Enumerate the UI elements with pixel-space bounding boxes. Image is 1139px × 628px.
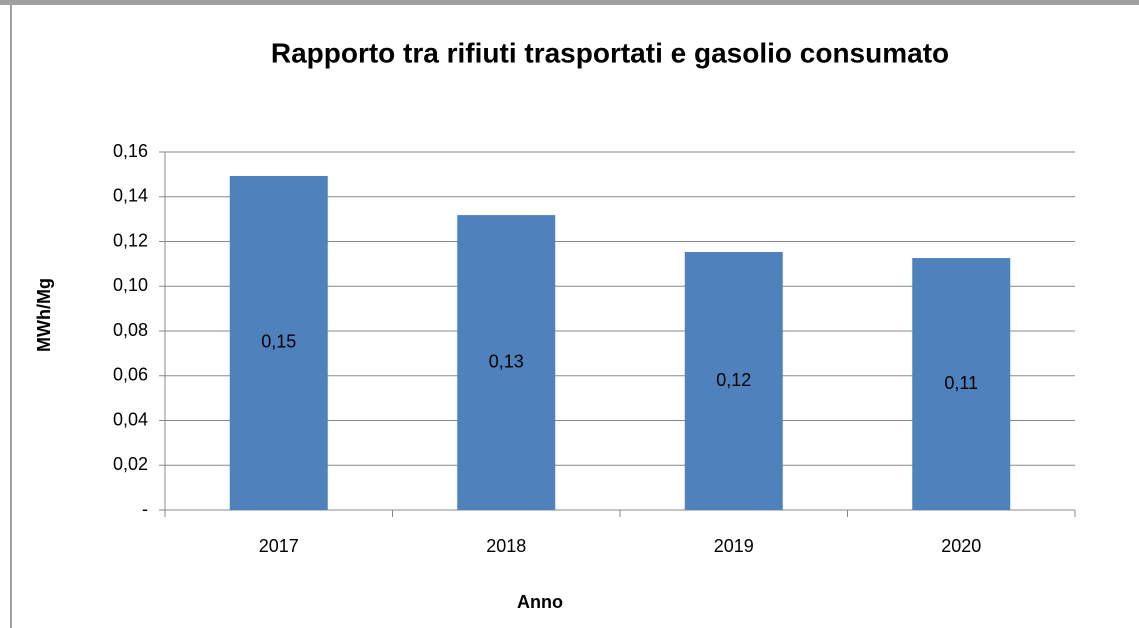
bar bbox=[684, 252, 783, 511]
y-tick-label: 0,10 bbox=[113, 275, 148, 295]
y-tick-label: - bbox=[142, 499, 148, 519]
y-tick-label: 0,02 bbox=[113, 454, 148, 474]
x-tick-label: 2019 bbox=[714, 536, 754, 556]
bar bbox=[457, 215, 556, 510]
value-label: 0,15 bbox=[261, 332, 296, 352]
frame-top bbox=[0, 0, 1139, 5]
chart-title: Rapporto tra rifiuti trasportati e gasol… bbox=[271, 37, 949, 68]
x-tick-label: 2018 bbox=[486, 536, 526, 556]
y-tick-label: 0,08 bbox=[113, 320, 148, 340]
value-label: 0,11 bbox=[944, 373, 978, 393]
y-tick-label: 0,04 bbox=[113, 409, 148, 429]
bar bbox=[229, 175, 328, 510]
bar bbox=[912, 258, 1011, 510]
y-tick-label: 0,06 bbox=[113, 365, 148, 385]
value-label: 0,12 bbox=[716, 370, 751, 390]
x-tick-label: 2017 bbox=[259, 536, 299, 556]
y-tick-label: 0,16 bbox=[113, 141, 148, 161]
frame-left bbox=[10, 5, 12, 628]
x-axis-label: Anno bbox=[517, 592, 563, 612]
y-tick-label: 0,12 bbox=[113, 230, 148, 250]
y-axis-label: MWh/Mg bbox=[34, 278, 54, 352]
value-label: 0,13 bbox=[489, 351, 524, 371]
y-tick-label: 0,14 bbox=[113, 186, 148, 206]
x-tick-label: 2020 bbox=[941, 536, 981, 556]
